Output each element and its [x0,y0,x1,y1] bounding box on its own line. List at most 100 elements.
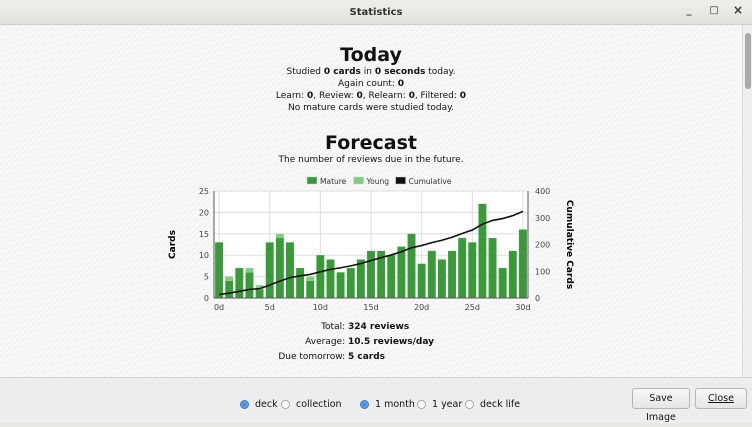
bar-young [275,233,284,239]
text: Average: [305,337,348,347]
text: Due tomorrow: [278,352,348,362]
x-tick-label: 25d [465,303,480,312]
bar-mature [265,242,274,298]
review-count: 0 [356,91,363,101]
bar-mature [215,242,224,298]
today-section: Today Studied 0 cards in 0 seconds today… [0,44,742,113]
text: , Review: [313,91,357,101]
legend-swatch-cumulative [395,176,406,185]
studied-line: Studied 0 cards in 0 seconds today. [0,67,742,77]
average-value: 10.5 reviews/day [348,337,435,347]
legend-label-young: Young [366,177,390,186]
y-tick-label: 15 [199,230,209,239]
radio-collection[interactable]: collection [281,399,342,410]
bar-mature [286,242,294,298]
radio-label: collection [296,399,342,410]
bar-mature [407,233,416,298]
bar-mature [397,246,406,298]
cumulative-line [218,210,524,296]
tomorrow-line: Due tomorrow: 5 cards [250,352,408,362]
text: in [360,67,375,77]
forecast-subtitle: The number of reviews due in the future. [278,155,464,165]
maximize-icon[interactable]: □ [709,5,719,16]
bar-mature [417,263,426,298]
again-count: 0 [397,79,404,89]
total-value: 324 reviews [348,322,410,332]
title-bar: Statistics _ □ × [0,0,752,25]
bar-young [225,276,234,281]
seconds-count: 0 seconds [374,67,426,77]
bar-mature [296,268,305,298]
legend-swatch-young [353,176,364,185]
bar-mature [255,289,264,298]
bar-mature [437,259,446,298]
radio-selected-icon[interactable] [360,400,369,409]
x-tick-label: 0d [214,303,224,312]
text: Again count: [337,79,398,89]
bar-mature [275,238,284,298]
bar-mature [367,250,375,298]
close-button[interactable]: Close [695,388,747,409]
x-tick-label: 10d [313,303,328,312]
bar-mature [518,229,527,298]
forecast-title: Forecast [325,132,417,154]
close-label: Close [708,393,734,404]
bar-mature [387,255,396,298]
minimize-icon[interactable]: _ [686,5,692,16]
bar-mature [498,268,507,298]
bar-mature [356,259,365,298]
scrollbar[interactable] [742,25,752,377]
tomorrow-value: 5 cards [348,352,386,362]
bar-mature [458,238,467,298]
radio-deck-life[interactable]: deck life [465,399,520,410]
text: , Filtered: [414,91,460,101]
window-title: Statistics [349,7,403,18]
filtered-count: 0 [459,91,467,101]
y2-tick-label: 200 [535,241,550,250]
bar-mature [478,203,487,298]
total-line: Total: 324 reviews [250,322,428,332]
radio-selected-icon[interactable] [240,400,249,409]
bar-mature [326,259,335,298]
bar-mature [306,280,315,298]
bar-young [255,285,264,290]
radio-unselected-icon[interactable] [281,400,290,409]
bar-mature [336,272,345,298]
radio-1-month[interactable]: 1 month [360,399,415,410]
legend-swatch-mature [306,176,318,185]
bar-mature [225,280,234,298]
y-tick-label: 5 [204,273,209,282]
save-image-button[interactable]: Save Image [632,388,690,423]
close-icon[interactable]: × [732,3,744,17]
relearn-count: 0 [408,91,415,101]
bar-mature [427,250,436,298]
bar-mature [235,268,244,298]
y-tick-label: 10 [199,251,209,260]
y-tick-label: 20 [199,208,209,217]
text: Studied [286,67,324,77]
y-tick-label: 25 [199,187,209,196]
y-tick-label: 0 [204,294,209,303]
bar-young [306,276,315,281]
stats-content: Today Studied 0 cards in 0 seconds today… [0,25,742,377]
mature-note: No mature cards were studied today. [288,103,454,113]
y2-tick-label: 400 [535,187,550,196]
legend-label-cumulative: Cumulative [409,177,452,186]
radio-deck[interactable]: deck [240,399,278,410]
legend-label-mature: Mature [320,177,347,186]
radio-label: deck life [480,399,521,410]
bar-mature [448,250,456,298]
cards-count: 0 cards [323,67,361,77]
radio-1-year[interactable]: 1 year [417,399,462,410]
radio-label: 1 year [432,399,463,410]
radio-unselected-icon[interactable] [417,400,426,409]
x-tick-label: 15d [363,303,378,312]
scrollbar-thumb[interactable] [745,33,751,89]
y2-tick-label: 100 [535,267,550,276]
radio-label: 1 month [375,399,415,410]
bar-mature [346,268,355,298]
x-tick-label: 30d [515,303,530,312]
bar-mature [508,250,517,298]
radio-unselected-icon[interactable] [465,400,474,409]
radio-label: deck [255,399,278,410]
